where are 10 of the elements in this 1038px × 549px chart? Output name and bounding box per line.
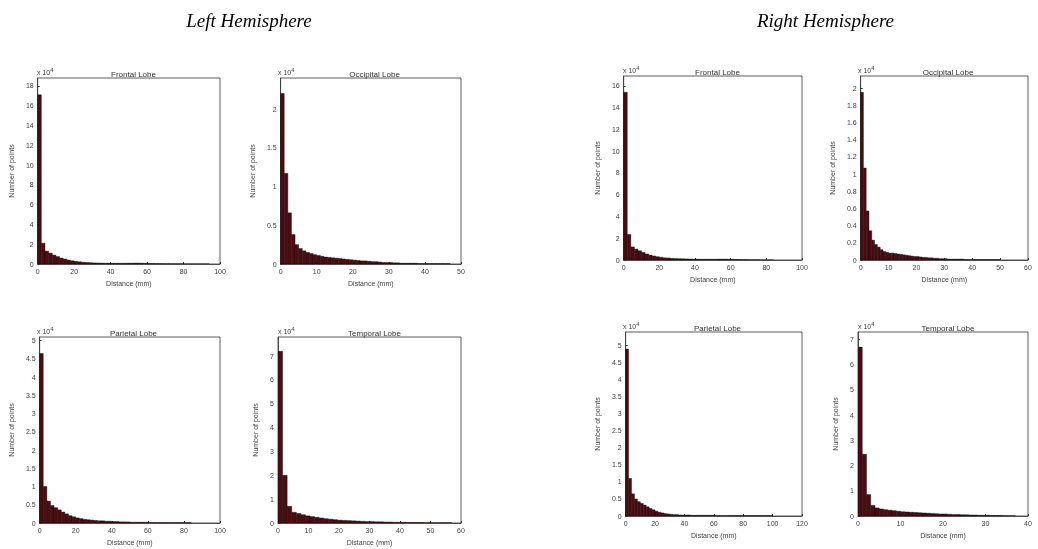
chart-subtitle: Right Hemisphere: [756, 10, 895, 32]
chart-title: Temporal Lobe: [348, 328, 402, 338]
chart-title: Occipital Lobe: [349, 69, 401, 79]
chart-title: Frontal Lobe: [695, 67, 741, 77]
chart-title: Occipital Lobe: [922, 67, 974, 77]
chart-title: Frontal Lobe: [111, 69, 157, 79]
chart-title: Parietal Lobe: [109, 328, 158, 338]
chart-title: Parietal Lobe: [693, 323, 742, 333]
chart-subtitle: Left Hemisphere: [185, 10, 313, 32]
chart-title: Temporal Lobe: [921, 323, 976, 333]
